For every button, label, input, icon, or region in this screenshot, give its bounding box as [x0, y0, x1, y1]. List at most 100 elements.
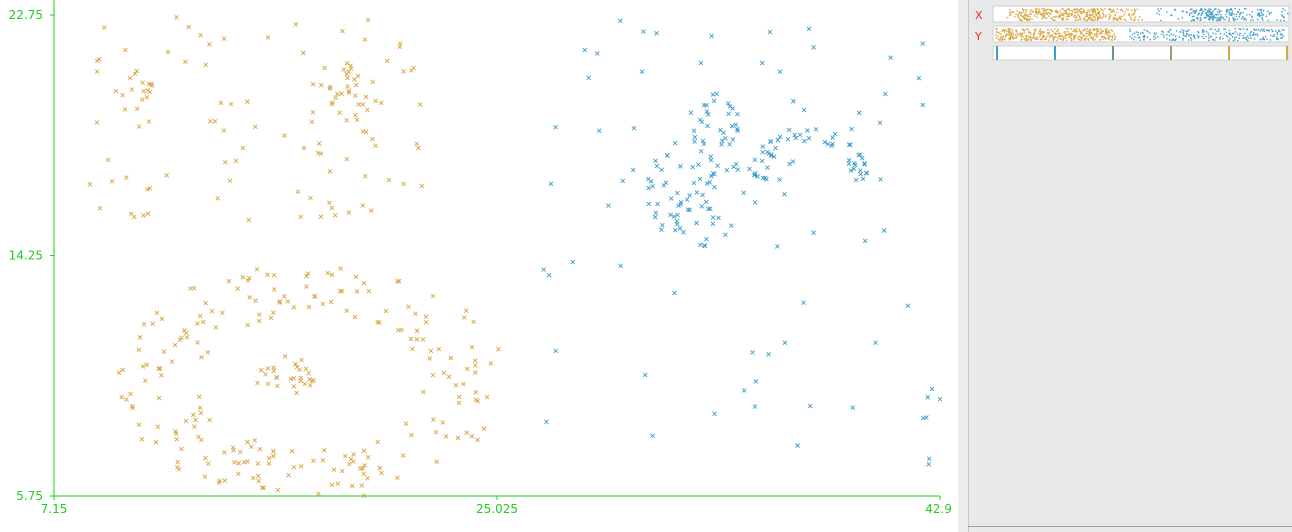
x-strip-point: [1208, 18, 1210, 20]
x-strip-point: [1046, 13, 1048, 15]
y-strip-point: [1238, 28, 1240, 30]
x-strip-point: [1018, 17, 1020, 19]
y-strip-point: [1139, 39, 1141, 41]
y-strip-point: [1033, 33, 1036, 35]
x-strip-point: [1119, 17, 1122, 19]
y-strip-point: [1234, 39, 1236, 41]
x-strip-point: [1244, 17, 1246, 20]
overview-side-panel[interactable]: X Y: [968, 0, 1292, 532]
x-strip-point: [1200, 8, 1202, 10]
data-point: [322, 447, 327, 453]
y-strip-point: [1066, 31, 1069, 33]
data-point: [159, 316, 165, 322]
data-point: [158, 372, 164, 378]
y-strip-point: [1232, 39, 1235, 42]
x-strip-point: [1207, 15, 1210, 17]
data-point: [298, 463, 304, 469]
y-strip-point: [1234, 28, 1237, 30]
data-point: [331, 467, 337, 472]
x-strip-point: [1041, 18, 1043, 20]
x-strip-point: [1092, 9, 1094, 11]
x-strip-point: [1109, 8, 1111, 11]
x-strip-point: [1262, 9, 1265, 12]
data-point: [144, 95, 150, 100]
y-strip-point: [1049, 36, 1051, 39]
data-point: [929, 386, 935, 392]
y-strip-point: [1207, 34, 1210, 36]
data-point: [639, 69, 645, 74]
x-strip-point: [1037, 13, 1039, 15]
x-strip-point: [1026, 15, 1028, 17]
y-strip-point: [1057, 36, 1060, 38]
y-strip-point: [1036, 38, 1038, 40]
data-point: [668, 212, 673, 218]
y-strip-point: [1063, 31, 1065, 33]
y-strip-point: [1171, 39, 1173, 42]
y-strip-point: [1035, 37, 1038, 39]
data-point: [759, 60, 765, 66]
data-point: [786, 127, 792, 133]
y-strip-point: [1215, 36, 1217, 39]
x-strip-point: [1281, 14, 1283, 16]
data-point: [361, 493, 367, 499]
x-strip-point: [1113, 17, 1115, 20]
data-point: [136, 347, 142, 353]
x-strip-point: [1116, 8, 1119, 10]
x-strip-point: [1102, 13, 1105, 16]
x-strip-point: [1267, 10, 1269, 12]
data-point: [153, 439, 159, 445]
y-strip-point: [1015, 36, 1018, 38]
y-strip-point: [1129, 35, 1131, 38]
y-strip-point: [1048, 35, 1051, 37]
y-strip-point: [1059, 32, 1061, 35]
y-strip-point: [1014, 34, 1017, 36]
data-point: [294, 390, 299, 396]
y-strip-point: [1047, 29, 1049, 31]
data-point: [257, 446, 263, 452]
y-strip-point: [1198, 35, 1200, 38]
y-strip-point: [1034, 38, 1036, 40]
x-strip-point: [1048, 11, 1050, 14]
y-strip-point: [1185, 35, 1187, 38]
x-strip-point: [1243, 8, 1246, 10]
x-strip-point: [1222, 18, 1224, 20]
data-point: [327, 86, 333, 92]
data-point: [302, 381, 308, 387]
y-strip-point: [1059, 35, 1062, 37]
scatter-plot-panel[interactable]: 7.15 25.025 42.9 22.75 14.25 5.75: [0, 0, 958, 532]
y-strip-point: [1090, 37, 1093, 40]
data-point: [698, 148, 704, 154]
data-point: [582, 47, 588, 53]
x-strip-point: [1228, 19, 1230, 22]
x-strip-point: [1072, 13, 1074, 16]
x-strip-point: [1214, 16, 1217, 19]
data-point: [119, 394, 125, 400]
y-strip-point: [1005, 28, 1007, 31]
y-strip-point: [1072, 39, 1075, 41]
y-strip-point: [1009, 36, 1011, 39]
y-strip-point: [1011, 36, 1014, 39]
y-strip-point: [1186, 33, 1188, 36]
x-strip-point: [1226, 11, 1228, 13]
y-strip-point: [1057, 37, 1059, 40]
data-point: [832, 131, 838, 137]
x-strip-point: [1210, 11, 1212, 13]
x-strip-point: [1017, 13, 1020, 15]
y-strip-point: [1198, 31, 1200, 34]
data-point: [694, 190, 700, 195]
y-strip-point: [1092, 36, 1094, 38]
data-point: [105, 157, 111, 163]
x-strip-point: [1158, 13, 1161, 16]
y-strip-point: [1202, 31, 1204, 33]
y-strip-point: [1052, 39, 1055, 42]
data-point: [420, 337, 426, 342]
y-strip-point: [1000, 36, 1002, 38]
y-strip-point: [1015, 29, 1018, 32]
data-point: [719, 138, 725, 143]
data-point: [401, 181, 406, 187]
y-strip-point: [1025, 39, 1028, 41]
data-point: [397, 44, 403, 50]
data-point: [183, 418, 189, 424]
data-point: [184, 335, 190, 340]
